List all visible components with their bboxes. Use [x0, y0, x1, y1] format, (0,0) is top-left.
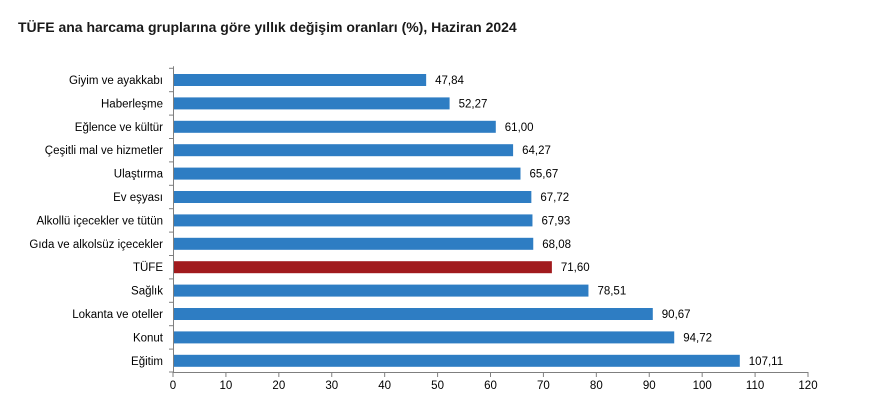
chart-title: TÜFE ana harcama gruplarına göre yıllık … — [18, 19, 517, 35]
bar — [174, 144, 514, 157]
value-label: 107,11 — [749, 356, 783, 368]
x-tick-label: 120 — [798, 380, 817, 392]
bar — [174, 97, 450, 110]
bar — [174, 284, 589, 297]
category-label: Çeşitli mal ve hizmetler — [45, 145, 163, 157]
bar — [174, 191, 532, 203]
category-label: Alkollü içecekler ve tütün — [36, 215, 163, 227]
value-label: 61,00 — [505, 122, 534, 134]
bar — [174, 237, 534, 250]
x-tick-label: 60 — [484, 380, 497, 392]
bar — [174, 261, 552, 274]
x-tick-label: 80 — [590, 380, 603, 392]
category-label: Ulaştırma — [114, 169, 164, 181]
bar — [174, 167, 521, 180]
category-label: Gıda ve alkolsüz içecekler — [29, 239, 163, 251]
x-tick-label: 50 — [431, 380, 444, 392]
bar — [174, 74, 427, 86]
bar — [174, 308, 653, 320]
x-tick-label: 10 — [220, 380, 233, 392]
x-tick-label: 110 — [746, 380, 764, 392]
bar — [174, 214, 533, 227]
value-label: 47,84 — [435, 75, 464, 87]
x-tick-label: 20 — [272, 380, 285, 392]
value-label: 67,72 — [540, 192, 569, 204]
value-label: 94,72 — [683, 332, 712, 344]
x-tick-label: 100 — [693, 380, 712, 392]
x-tick-label: 30 — [325, 380, 338, 392]
value-label: 71,60 — [561, 262, 590, 274]
value-label: 67,93 — [541, 215, 570, 227]
value-label: 52,27 — [459, 98, 488, 110]
bar — [174, 120, 496, 133]
x-tick-label: 0 — [170, 380, 176, 392]
category-label: Konut — [133, 332, 164, 344]
value-label: 68,08 — [542, 239, 571, 251]
value-label: 64,27 — [522, 145, 551, 157]
category-label: TÜFE — [133, 262, 163, 274]
x-tick-label: 40 — [378, 380, 391, 392]
category-label: Haberleşme — [101, 98, 163, 110]
category-label: Sağlık — [131, 286, 163, 298]
category-label: Eğlence ve kültür — [75, 122, 163, 134]
value-label: 90,67 — [662, 309, 691, 321]
category-label: Lokanta ve oteller — [72, 309, 163, 321]
value-label: 78,51 — [597, 286, 626, 298]
category-label: Ev eşyası — [113, 192, 163, 204]
bar — [174, 354, 740, 367]
bar — [174, 331, 675, 344]
value-label: 65,67 — [530, 169, 559, 181]
category-label: Eğitim — [131, 356, 163, 368]
x-tick-label: 90 — [643, 380, 656, 392]
x-tick-label: 70 — [537, 380, 550, 392]
category-label: Giyim ve ayakkabı — [69, 75, 163, 87]
